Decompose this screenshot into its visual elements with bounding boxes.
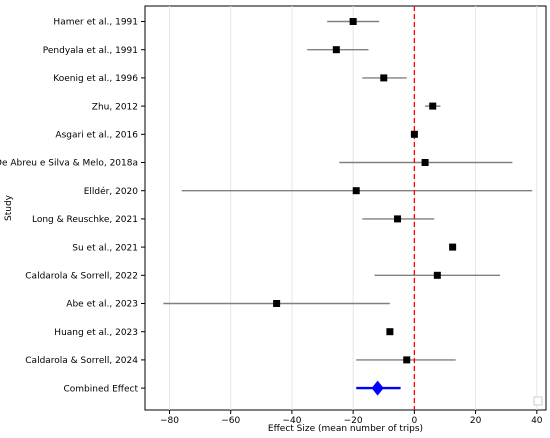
study-label: Caldarola & Sorrell, 2024 [25,356,138,366]
grid-lines [168,6,538,410]
study-effect-marker [273,300,281,307]
x-tick-label: −60 [221,416,240,426]
study-effect-marker [421,159,429,166]
study-label: Long & Reuschke, 2021 [32,215,138,225]
study-label: Pendyala et al., 1991 [43,46,138,56]
study-effect-marker [349,18,357,25]
y-tick-labels: Hamer et al., 1991 Pendyala et al., 1991 K… [0,18,145,394]
plot-area-frame [144,5,547,411]
study-label: Abe et al., 2023 [66,300,138,310]
x-axis-label: Effect Size (mean number of trips) [268,424,423,434]
study-label: Asgari et al., 2016 [55,131,138,141]
study-effect-marker [386,328,394,336]
study-effect-marker [429,102,437,110]
confidence-intervals [163,20,533,390]
x-tick-label: 0 [412,416,418,426]
x-tick-label: −80 [160,416,179,426]
x-tick-label: −40 [282,416,301,426]
study-effect-marker [380,74,388,82]
study-label: Koenig et al., 1996 [53,74,138,84]
study-effect-marker [410,130,418,138]
y-axis-label: Study [4,194,14,221]
x-tick-labels: −80 −60 −40 −20 0 20 40 [160,410,543,426]
x-tick-label: 40 [531,416,543,426]
study-label: Caldarola & Sorrell, 2022 [25,272,138,282]
x-tick-label: 20 [470,416,482,426]
x-tick-label: −20 [344,416,363,426]
combined-effect-label: Combined Effect [64,384,139,394]
study-label: De Abreu e Silva & Melo, 2018a [0,159,138,169]
legend-box [533,396,543,406]
study-effect-marker [403,356,411,364]
study-effect-marker [352,187,360,195]
effect-markers [273,18,457,396]
combined-effect-diamond [371,380,384,396]
study-label: Zhu, 2012 [92,102,138,112]
study-label: Su et al., 2021 [72,243,138,253]
study-label: Huang et al., 2023 [54,328,138,338]
study-label: Hamer et al., 1991 [53,18,138,28]
study-effect-marker [433,271,441,279]
study-effect-marker [394,215,402,223]
study-effect-marker [332,46,340,54]
study-effect-marker [449,243,457,251]
study-label: Elldér, 2020 [84,186,139,197]
